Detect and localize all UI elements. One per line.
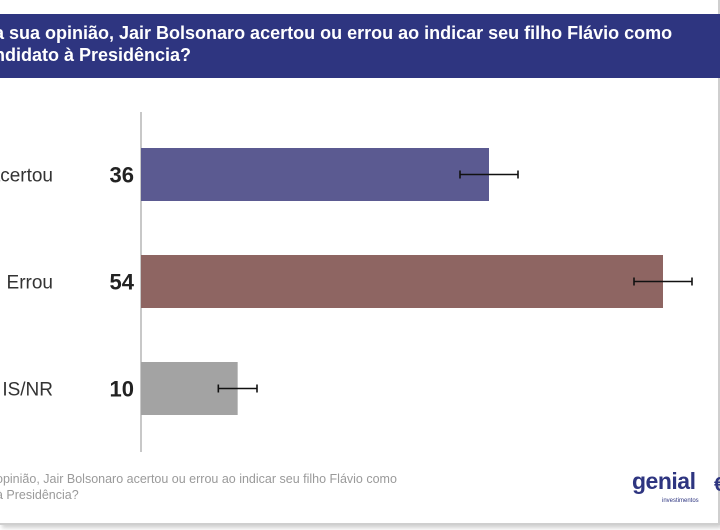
genial-logo: genial investimentos €	[632, 468, 720, 508]
value-label-0: 36	[110, 163, 134, 188]
bar-0	[141, 148, 489, 201]
logo-edge-glyph: €	[714, 474, 720, 496]
title-banner	[0, 14, 720, 78]
bar-1	[141, 255, 663, 308]
logo-subtitle: investimentos	[662, 498, 699, 504]
logo-word: genial	[632, 468, 696, 494]
category-label-0: acertou	[0, 166, 53, 187]
value-label-2: 10	[110, 377, 134, 402]
chart-title: a sua opinião, Jair Bolsonaro acertou ou…	[0, 23, 673, 65]
value-label-1: 54	[110, 270, 135, 295]
category-label-2: IS/NR	[2, 380, 53, 401]
category-label-1: Errou	[7, 273, 53, 294]
footer-note: opinião, Jair Bolsonaro acertou ou errou…	[0, 472, 397, 502]
